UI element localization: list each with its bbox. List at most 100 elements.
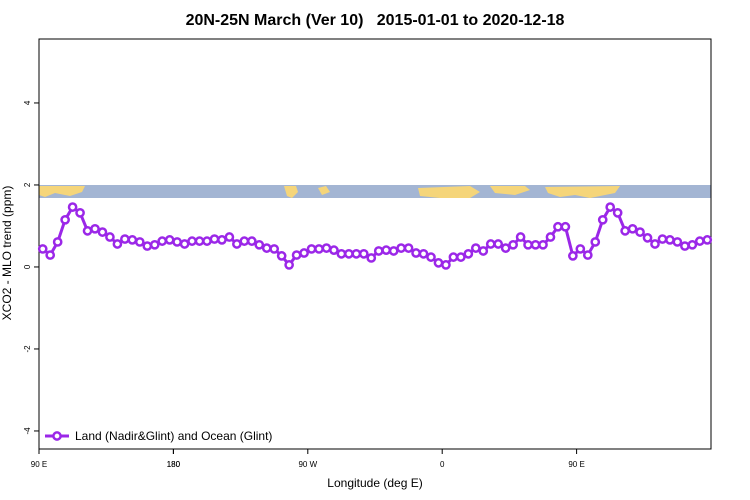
data-point xyxy=(627,223,638,234)
data-point xyxy=(358,248,369,259)
x-tick-label: 180 xyxy=(167,460,181,469)
data-point xyxy=(545,232,556,242)
data-point xyxy=(284,260,294,270)
data-point xyxy=(605,202,616,212)
data-point xyxy=(351,248,362,259)
data-point xyxy=(500,243,511,253)
data-point xyxy=(448,252,459,262)
data-point xyxy=(269,244,280,254)
data-point xyxy=(179,239,190,249)
data-point xyxy=(620,226,630,236)
y-tick-label: 0 xyxy=(23,264,32,269)
data-point xyxy=(45,250,56,260)
data-point xyxy=(134,237,145,247)
x-tick-label: 180 xyxy=(167,460,181,469)
data-point xyxy=(172,237,182,247)
data-point xyxy=(239,236,250,246)
data-point xyxy=(508,239,518,250)
data-point xyxy=(299,248,309,258)
data-point xyxy=(120,234,130,244)
data-point xyxy=(344,248,354,259)
data-point xyxy=(665,235,675,245)
data-point xyxy=(381,245,392,255)
data-point xyxy=(702,235,713,245)
data-point xyxy=(127,235,138,245)
data-point xyxy=(396,243,406,253)
data-point xyxy=(209,234,220,244)
data-point xyxy=(276,251,287,261)
data-point xyxy=(575,244,586,254)
data-point xyxy=(67,202,78,212)
y-tick-label: 2 xyxy=(23,182,32,187)
data-point xyxy=(523,239,533,250)
data-point xyxy=(366,253,377,263)
data-point xyxy=(388,246,399,256)
data-point xyxy=(187,236,197,246)
data-point xyxy=(411,248,421,258)
data-point xyxy=(426,252,436,262)
data-point xyxy=(433,258,444,268)
data-point xyxy=(329,245,339,255)
data-point xyxy=(538,239,548,250)
data-point xyxy=(314,244,324,254)
data-point xyxy=(515,232,526,242)
data-point xyxy=(687,239,698,250)
map-strip xyxy=(39,185,711,198)
data-point xyxy=(493,239,504,249)
y-axis-label: XCO2 - MLO trend (ppm) xyxy=(0,186,14,321)
y-tick-label: -2 xyxy=(23,345,32,353)
data-point xyxy=(194,236,205,246)
data-point xyxy=(105,232,115,242)
y-tick-label: -4 xyxy=(23,427,32,435)
data-point xyxy=(52,237,63,247)
x-tick-label: 90 W xyxy=(298,460,317,469)
plot-frame xyxy=(38,38,712,450)
data-point xyxy=(680,241,690,251)
data-point xyxy=(650,239,660,249)
data-point xyxy=(202,236,212,246)
data-point xyxy=(261,243,272,253)
data-point xyxy=(232,239,242,249)
data-point xyxy=(336,248,347,259)
data-point xyxy=(568,251,578,261)
data-point xyxy=(635,227,645,237)
data-point xyxy=(112,239,123,249)
data-point xyxy=(164,235,175,245)
x-tick-label: 90 E xyxy=(31,460,47,469)
data-point xyxy=(217,235,227,245)
data-point xyxy=(418,248,429,259)
data-point xyxy=(657,234,668,244)
y-tick-label: 4 xyxy=(23,100,32,105)
data-point xyxy=(75,207,85,218)
data-point xyxy=(403,243,414,253)
data-point xyxy=(530,239,541,250)
data-point xyxy=(60,214,70,225)
data-point xyxy=(441,260,451,270)
data-point xyxy=(463,248,474,259)
data-point xyxy=(142,241,153,251)
data-point xyxy=(82,226,93,236)
data-point xyxy=(306,244,317,254)
data-point xyxy=(224,232,235,242)
data-point xyxy=(246,236,257,246)
data-point xyxy=(560,221,571,232)
data-point xyxy=(485,239,496,249)
data-point xyxy=(97,227,108,237)
x-tick-label: 0 xyxy=(440,460,445,469)
chart-title: 20N-25N March (Ver 10) 2015-01-01 to 202… xyxy=(186,12,565,29)
legend-label: Land (Nadir&Glint) and Ocean (Glint) xyxy=(75,429,272,443)
data-point xyxy=(597,214,608,225)
data-point xyxy=(373,246,384,256)
data-point xyxy=(642,233,653,243)
data-point xyxy=(37,244,48,254)
data-point xyxy=(90,223,100,234)
data-point xyxy=(694,236,705,246)
data-point xyxy=(254,239,265,250)
data-point xyxy=(553,221,563,232)
data-point xyxy=(321,243,332,253)
data-point xyxy=(456,252,466,262)
data-point xyxy=(470,243,481,253)
data-point xyxy=(157,236,168,246)
x-tick-label: 90 E xyxy=(568,460,584,469)
